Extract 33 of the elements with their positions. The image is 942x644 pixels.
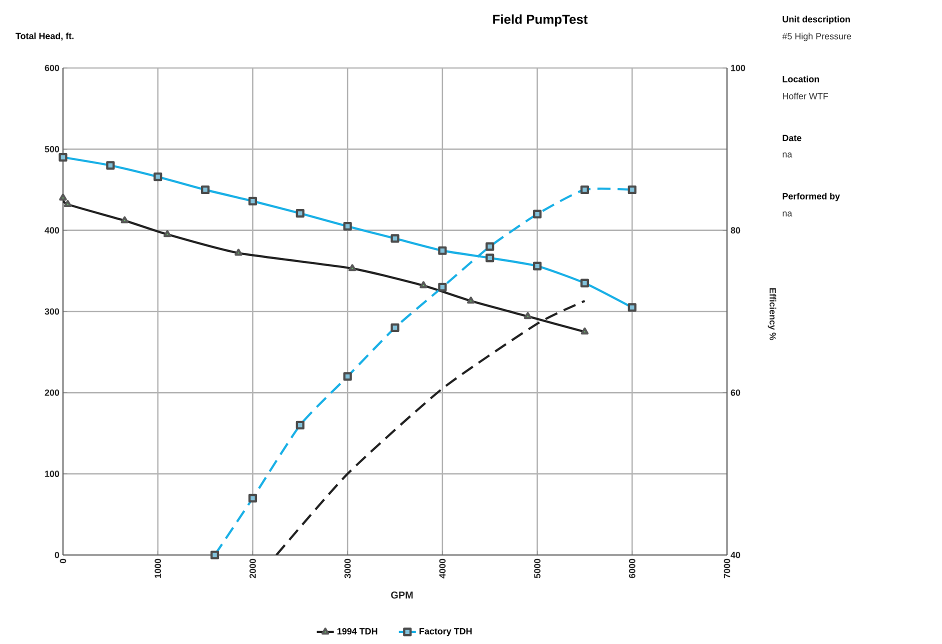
y-axis-title: Total Head, ft. [16, 32, 74, 40]
y2-tick-label: 100 [731, 64, 746, 72]
y-tick-label: 500 [44, 146, 60, 152]
x-tick-label: 0 [60, 558, 66, 564]
text: #5 High Pressure [782, 32, 852, 42]
y-tick-label: 200 [44, 389, 60, 396]
text: Performed by [782, 192, 840, 202]
y-tick-label: 100 [45, 470, 60, 478]
x-tick-label: 3000 [344, 558, 351, 578]
y-tick-label: 0 [54, 552, 60, 558]
x-tick-label: 5000 [534, 558, 540, 578]
y-tick-label: 400 [44, 227, 60, 234]
y-tick-label: 300 [44, 308, 60, 315]
y2-tick-label: 60 [730, 389, 740, 396]
x-tick-label: 6000 [628, 558, 636, 578]
y2-tick-label: 40 [730, 552, 740, 558]
x-tick-label: 7000 [724, 558, 730, 578]
x-tick-label: 2000 [250, 558, 256, 578]
text: Unit description [782, 16, 850, 24]
text: na [782, 152, 792, 158]
legend-label: 1994 TDH [337, 628, 378, 634]
x-axis-title: GPM [391, 592, 413, 599]
text: Date [782, 134, 802, 142]
text: na [782, 212, 792, 216]
legend-label: Factory TDH [420, 628, 472, 636]
text: Hoffer WTF [782, 92, 828, 100]
y2-tick-label: 80 [730, 227, 740, 234]
y2-axis-title: Efficiency % [768, 288, 776, 340]
x-tick-label: 4000 [439, 558, 446, 578]
chart-title: Field PumpTest [493, 14, 588, 26]
text: Location [782, 76, 820, 82]
y-tick-label: 600 [44, 64, 60, 72]
x-tick-label: 1000 [154, 558, 162, 578]
